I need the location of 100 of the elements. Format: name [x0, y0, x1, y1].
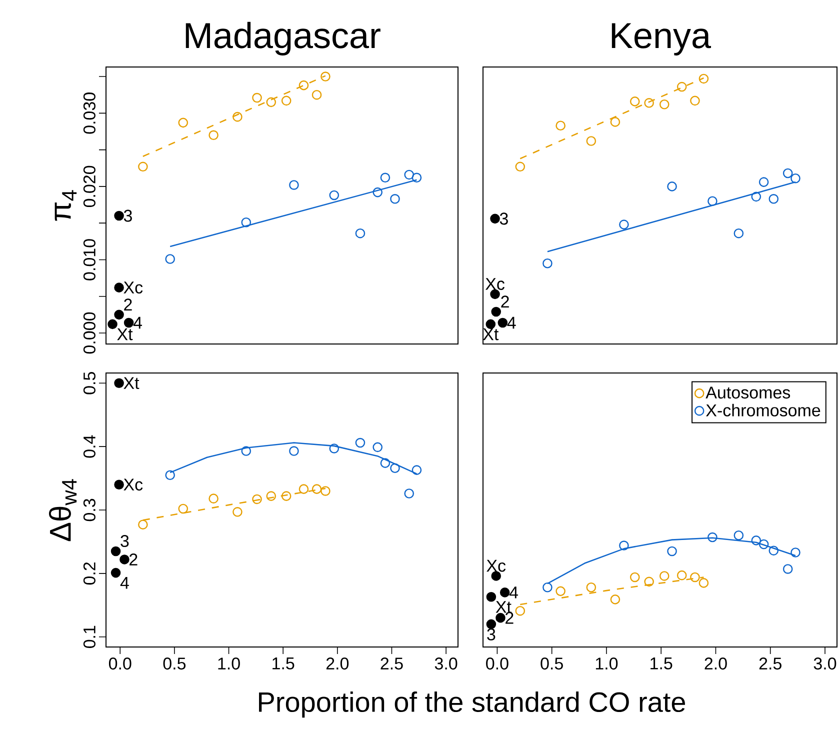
point	[380, 172, 390, 183]
point	[542, 258, 552, 268]
point	[110, 546, 121, 556]
point	[610, 117, 620, 127]
y-axis-title: Δθ$_{w4}$	[48, 479, 77, 542]
point	[659, 571, 670, 581]
point	[380, 458, 390, 468]
annotation: Xc	[485, 278, 504, 290]
point	[298, 80, 309, 90]
point	[165, 254, 175, 264]
point	[515, 606, 526, 616]
point	[208, 130, 218, 140]
annotation: 3	[120, 534, 129, 548]
point	[556, 120, 566, 131]
point	[114, 282, 124, 292]
point	[586, 136, 596, 146]
point	[114, 310, 124, 320]
x-tick-label: 0.5	[540, 658, 563, 670]
x-tick-label: 2.5	[759, 658, 782, 670]
legend-label: Autosomes	[706, 386, 790, 399]
point	[498, 318, 508, 328]
y-axis-title: π$_{4}$	[54, 190, 77, 221]
x-tick-label: 2.0	[326, 658, 349, 670]
point	[404, 170, 414, 180]
point	[138, 162, 148, 172]
point	[734, 530, 744, 540]
point	[500, 588, 510, 598]
point	[751, 192, 762, 202]
point	[556, 586, 566, 596]
point	[208, 494, 218, 504]
point	[667, 182, 677, 192]
point	[515, 162, 526, 172]
point	[120, 554, 130, 564]
point	[768, 194, 779, 204]
point	[630, 572, 640, 582]
point	[486, 592, 496, 602]
chart-title: Madagascar	[186, 22, 380, 56]
point	[659, 99, 670, 110]
point	[372, 442, 383, 452]
point	[266, 491, 276, 501]
point	[758, 177, 769, 187]
point	[232, 112, 242, 122]
y-tick-label: 0.010	[83, 239, 96, 280]
point	[491, 306, 502, 317]
point	[690, 572, 700, 582]
annotation: 3	[124, 210, 132, 222]
point	[320, 486, 330, 496]
legend-label: X-chromosome	[706, 404, 820, 416]
point	[266, 97, 276, 108]
point	[372, 187, 383, 198]
point	[232, 507, 242, 517]
annotation: 2	[130, 554, 138, 566]
x-tick-label: 2.0	[704, 658, 727, 670]
point	[165, 470, 175, 480]
point	[252, 92, 262, 103]
point	[110, 568, 121, 578]
y-tick-label: 0.2	[83, 562, 96, 585]
point	[768, 546, 779, 556]
point	[790, 548, 800, 558]
point	[610, 594, 620, 604]
annotation: 3	[487, 628, 496, 640]
y-tick-label: 0.1	[83, 626, 96, 648]
point	[412, 465, 422, 475]
point	[138, 520, 148, 530]
annotation: Xt	[483, 328, 499, 340]
point	[114, 210, 124, 221]
annotation: Xc	[124, 282, 143, 294]
point	[667, 546, 677, 556]
annotation: 4	[120, 576, 129, 589]
x-tick-label: 0.5	[163, 658, 186, 670]
point	[708, 196, 718, 206]
point	[355, 228, 366, 238]
y-tick-label: 0.020	[83, 166, 96, 208]
x-tick-label: 0.0	[486, 658, 508, 670]
point	[630, 96, 640, 106]
annotation: 2	[501, 296, 509, 308]
point	[490, 289, 500, 300]
annotation: 2	[506, 612, 514, 624]
y-tick-label: 0.3	[83, 498, 96, 522]
point	[241, 446, 252, 456]
point	[124, 318, 134, 328]
point	[178, 118, 188, 128]
annotation: 2	[124, 298, 132, 310]
point	[486, 619, 496, 630]
point	[698, 578, 709, 588]
annotation: Xc	[124, 478, 143, 491]
point	[320, 72, 330, 82]
x-tick-label: 1.0	[218, 658, 240, 670]
point	[619, 540, 629, 550]
annotation: 4	[507, 316, 516, 329]
annotation: Xt	[124, 377, 140, 390]
point	[108, 319, 118, 330]
annotation: Xt	[496, 601, 512, 613]
y-tick-label: 0.000	[83, 312, 96, 354]
point	[281, 96, 292, 106]
annotation: Xc	[486, 560, 506, 572]
annotation: 4	[133, 316, 142, 329]
point	[312, 90, 322, 100]
point	[782, 168, 793, 178]
x-tick-label: 1.0	[596, 658, 618, 670]
